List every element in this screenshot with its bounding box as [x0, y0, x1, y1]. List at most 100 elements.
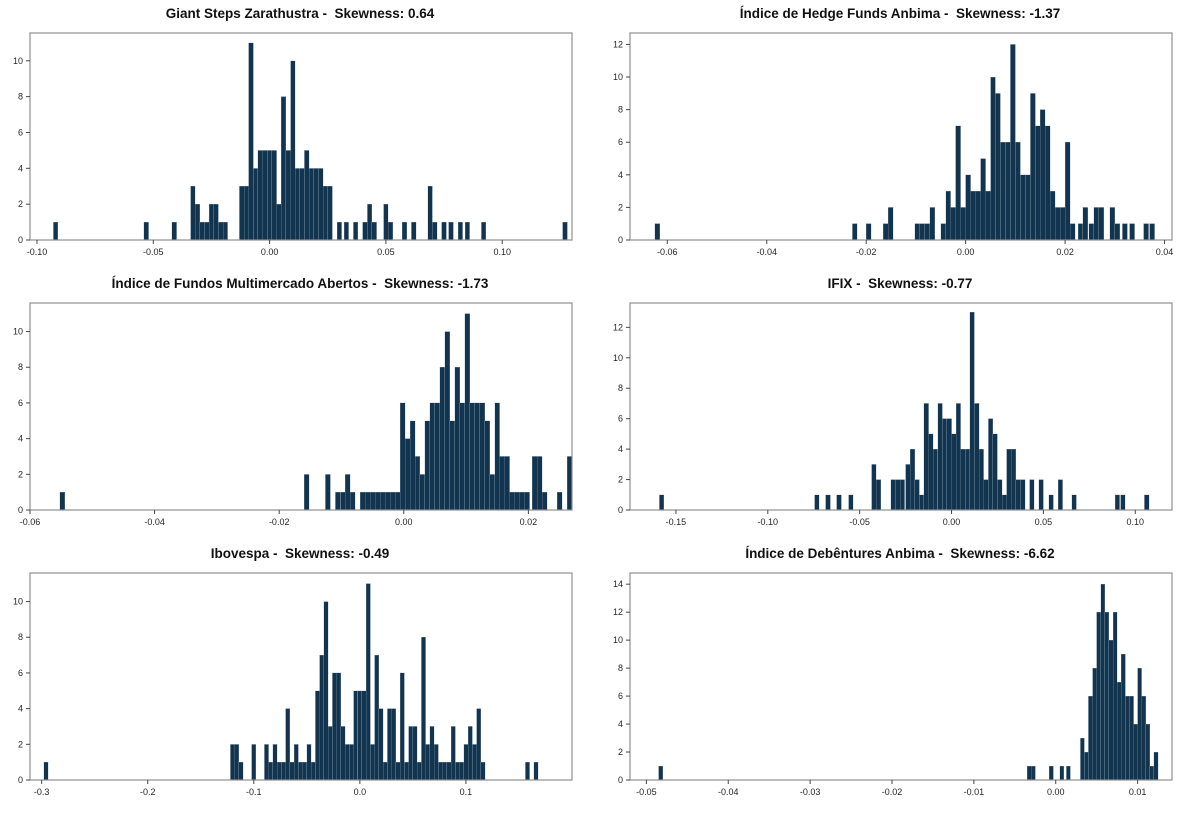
- histogram-bar: [1108, 639, 1114, 781]
- chart-canvas-giant-steps: 0 2 4 6 8 10 -0.10 -0.05 0.00 0.05 0.10: [13, 32, 573, 257]
- x-tick-label: -0.05: [636, 787, 657, 797]
- histogram-bar: [357, 690, 363, 781]
- histogram-bar: [190, 185, 196, 241]
- histogram-bar: [541, 491, 548, 511]
- histogram-bar: [950, 207, 956, 241]
- histogram-bar: [446, 761, 452, 781]
- histogram-bar: [199, 221, 205, 241]
- chart-title-multimercado: Índice de Fundos Multimercado Abertos - …: [111, 276, 489, 291]
- histogram-bar: [349, 491, 356, 511]
- histogram-bar: [429, 726, 435, 781]
- histogram-bar: [825, 494, 831, 511]
- histogram-cell-multimercado: Índice de Fundos Multimercado Abertos - …: [0, 270, 600, 540]
- x-tick-label: 0.1: [460, 787, 473, 797]
- x-tick-label: 0.02: [1056, 247, 1074, 257]
- y-tick-label: 10: [13, 56, 23, 66]
- histogram-bar: [474, 402, 481, 511]
- histogram-bar: [923, 403, 929, 511]
- y-tick-label: 12: [613, 39, 623, 49]
- histogram-bar: [919, 494, 925, 511]
- histogram-bar: [412, 726, 418, 781]
- histogram-bar: [464, 313, 471, 511]
- histogram-bar: [171, 221, 177, 241]
- x-tick-label: -0.06: [20, 517, 41, 527]
- x-tick-label: -0.1: [246, 787, 262, 797]
- histogram-bar: [457, 221, 463, 241]
- histogram-bar: [290, 60, 296, 241]
- histogram-bar: [243, 185, 249, 241]
- histogram-bar: [1059, 765, 1065, 781]
- x-tick-label: -0.15: [666, 517, 687, 527]
- histogram-bar: [983, 479, 989, 511]
- chart-title-hedge-funds: Índice de Hedge Funds Anbima - Skewness:…: [739, 6, 1061, 21]
- plot-border: [629, 572, 1173, 781]
- histogram-bar: [43, 761, 49, 781]
- histogram-bar: [450, 726, 456, 781]
- x-tick-label: -0.06: [657, 247, 678, 257]
- histogram-bar: [504, 456, 510, 511]
- y-tick-label: 4: [618, 719, 623, 729]
- y-tick-label: 6: [18, 398, 23, 408]
- y-tick-label: 0: [618, 235, 623, 245]
- histogram-bar: [404, 438, 411, 511]
- histogram-bar: [432, 221, 438, 241]
- histogram-bar: [327, 726, 333, 781]
- histogram-bar: [905, 464, 911, 511]
- x-tick-label: -0.10: [27, 247, 48, 257]
- histogram-bar: [327, 185, 333, 241]
- histogram-bar: [59, 491, 66, 511]
- y-tick-label: 10: [613, 72, 623, 82]
- histogram-bar: [303, 474, 310, 511]
- histogram-bar: [556, 491, 563, 511]
- y-tick-label: 10: [613, 635, 623, 645]
- histogram-bar: [509, 491, 515, 511]
- histogram-bar: [940, 223, 946, 241]
- histogram-bar: [218, 221, 224, 241]
- histogram-bar: [531, 456, 538, 511]
- histogram-bar: [276, 761, 282, 781]
- histogram-bar: [371, 221, 377, 241]
- histogram-bar: [318, 168, 324, 241]
- histogram-bar: [384, 491, 391, 511]
- y-tick-label: 10: [13, 327, 23, 337]
- histogram-bar: [276, 203, 282, 241]
- histogram-bar: [1066, 765, 1071, 781]
- y-tick-label: 6: [18, 127, 23, 137]
- histogram-bar: [414, 456, 421, 511]
- histogram-bar: [53, 221, 59, 241]
- histogram-bar: [1116, 681, 1122, 781]
- histogram-bar: [814, 494, 820, 511]
- histogram-bar: [960, 207, 966, 241]
- histogram-bar: [365, 583, 371, 781]
- histogram-bar: [340, 726, 346, 781]
- histogram-bar: [1137, 667, 1142, 781]
- histogram-bar: [399, 402, 406, 511]
- histogram-bar: [928, 433, 934, 511]
- chart-canvas-ifix: 0 2 4 6 8 10 12 -0.15 -0.10 -0.05 0.00 0.05 0.10: [613, 302, 1173, 527]
- histogram-bar: [476, 708, 482, 781]
- histogram-bar: [852, 223, 858, 241]
- histogram-bar: [514, 491, 520, 511]
- histogram-bar: [951, 433, 957, 511]
- histogram-bar: [890, 479, 896, 511]
- histogram-bar: [325, 474, 331, 511]
- histogram-bar: [389, 491, 396, 511]
- y-tick-label: 2: [618, 747, 623, 757]
- histogram-bar: [1088, 223, 1095, 241]
- y-tick-label: 12: [613, 607, 623, 617]
- histogram-bar: [536, 456, 543, 511]
- chart-title-debentures: Índice de Debêntures Anbima - Skewness: …: [745, 546, 1055, 561]
- histogram-bar: [439, 366, 446, 511]
- histogram-bar: [374, 491, 381, 511]
- histogram-bar: [1054, 207, 1061, 241]
- histogram-bar: [980, 158, 986, 241]
- y-tick-label: 8: [18, 362, 23, 372]
- histogram-bar: [525, 761, 530, 781]
- x-tick-label: -0.02: [856, 247, 877, 257]
- histogram-bar: [1001, 494, 1007, 511]
- histogram-bar: [143, 221, 149, 241]
- x-tick-label: 0.00: [261, 247, 279, 257]
- x-tick-label: 0.00: [395, 517, 413, 527]
- histogram-bar: [344, 474, 351, 511]
- x-tick-label: 0.02: [520, 517, 538, 527]
